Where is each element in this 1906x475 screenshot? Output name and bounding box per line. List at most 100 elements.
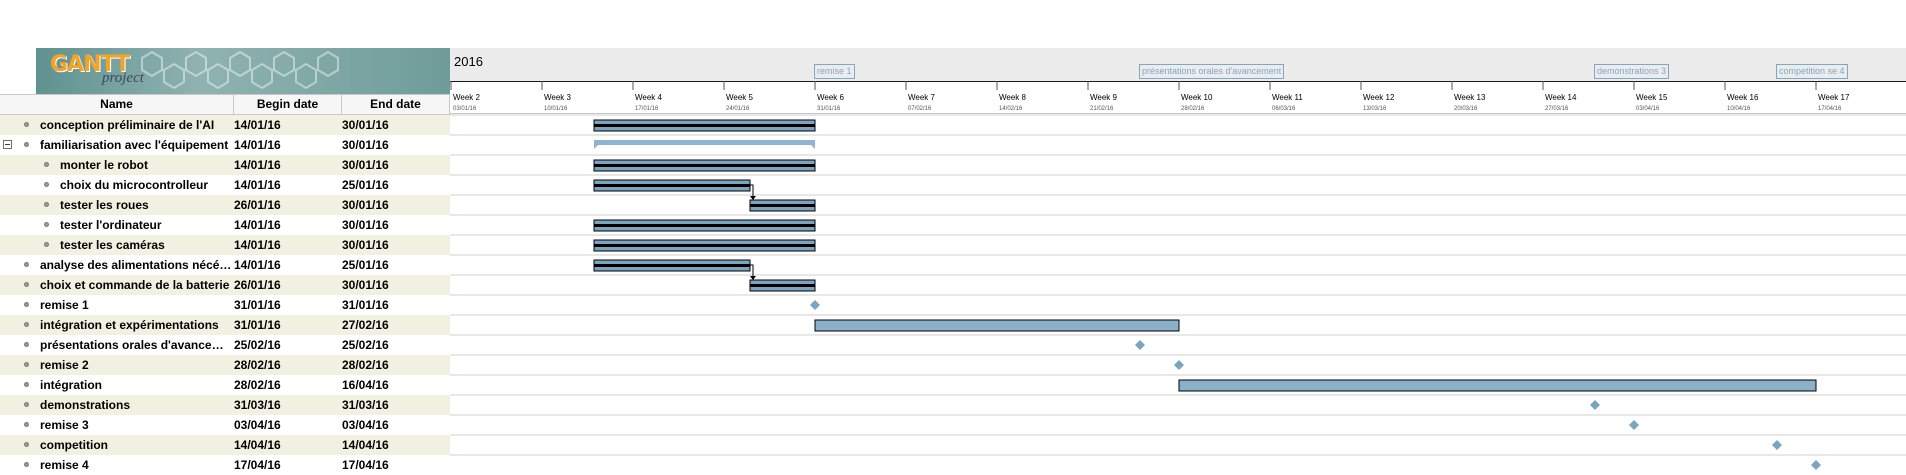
table-row[interactable]: demonstrations 31/03/16 31/03/16 xyxy=(0,395,450,415)
milestone-diamond[interactable] xyxy=(1629,420,1639,430)
task-end-date: 30/01/16 xyxy=(342,278,389,292)
table-row[interactable]: remise 3 03/04/16 03/04/16 xyxy=(0,415,450,435)
task-table: GANTT project Name Begin date End date c… xyxy=(0,48,450,475)
timeline-year-label: 2016 xyxy=(454,54,483,69)
week-label: Week 14 xyxy=(1545,93,1577,102)
table-column-header: Name Begin date End date xyxy=(0,94,450,115)
task-bar[interactable] xyxy=(814,319,1180,332)
gantt-chart: 2016 Week 2 03/01/16 Week 3 10/01/16 Week 4 1… xyxy=(450,48,1906,474)
table-row[interactable]: choix et commande de la batterie 26/01/16… xyxy=(0,275,450,295)
table-row[interactable]: intégration 28/02/16 16/04/16 xyxy=(0,375,450,395)
task-name: tester l'ordinateur xyxy=(60,218,162,232)
task-bullet-icon xyxy=(24,402,29,407)
task-begin-date: 14/04/16 xyxy=(234,438,281,452)
logo-subtitle: project xyxy=(102,70,144,86)
milestone-diamond[interactable] xyxy=(1135,340,1145,350)
table-row[interactable]: familiarisation avec l'équipement 14/01/1… xyxy=(0,135,450,155)
week-date-label: 31/01/16 xyxy=(817,106,841,112)
task-end-date: 03/04/16 xyxy=(342,418,389,432)
task-name: remise 3 xyxy=(40,418,89,432)
task-end-date: 25/02/16 xyxy=(342,338,389,352)
task-bullet-icon xyxy=(24,422,29,427)
column-header-begin-date[interactable]: Begin date xyxy=(234,95,342,114)
task-begin-date: 03/04/16 xyxy=(234,418,281,432)
task-bullet-icon xyxy=(44,242,49,247)
task-bar-progress xyxy=(594,164,815,167)
task-bullet-icon xyxy=(24,122,29,127)
milestone-tag: demonstrations 3 xyxy=(1594,64,1670,79)
milestone-diamond[interactable] xyxy=(810,300,820,310)
column-header-name[interactable]: Name xyxy=(0,95,234,114)
task-bar-progress xyxy=(594,224,815,227)
task-name: conception préliminaire de l'AI xyxy=(40,118,215,132)
milestone-tag: competition se 4 xyxy=(1776,64,1848,79)
task-bullet-icon xyxy=(44,222,49,227)
task-begin-date: 26/01/16 xyxy=(234,278,281,292)
table-row[interactable]: tester l'ordinateur 14/01/16 30/01/16 xyxy=(0,215,450,235)
task-bullet-icon xyxy=(24,462,29,467)
ganttproject-logo: GANTT project xyxy=(36,48,450,94)
milestone-diamond[interactable] xyxy=(1772,440,1782,450)
week-date-label: 20/03/16 xyxy=(1454,106,1478,112)
task-end-date: 14/04/16 xyxy=(342,438,389,452)
table-row[interactable]: remise 1 31/01/16 31/01/16 xyxy=(0,295,450,315)
table-row[interactable]: remise 2 28/02/16 28/02/16 xyxy=(0,355,450,375)
task-bullet-icon xyxy=(24,442,29,447)
dependency-arrowhead-icon xyxy=(750,196,756,200)
task-name: intégration et expérimentations xyxy=(40,318,219,332)
logo-wordmark: GANTT xyxy=(50,52,130,77)
task-bar-progress xyxy=(750,204,815,207)
table-row[interactable]: remise 4 17/04/16 17/04/16 xyxy=(0,455,450,475)
table-row[interactable]: présentations orales d'avanceme... 25/02/… xyxy=(0,335,450,355)
table-row[interactable]: competition 14/04/16 14/04/16 xyxy=(0,435,450,455)
week-label: Week 15 xyxy=(1636,93,1668,102)
task-bullet-icon xyxy=(44,202,49,207)
collapse-toggle-icon[interactable] xyxy=(3,140,12,149)
week-date-label: 17/01/16 xyxy=(635,106,659,112)
table-row[interactable]: analyse des alimentations nécéss... 14/01… xyxy=(0,255,450,275)
summary-bar[interactable] xyxy=(594,140,815,149)
task-end-date: 30/01/16 xyxy=(342,158,389,172)
week-date-label: 14/02/16 xyxy=(999,106,1023,112)
task-name: choix du microcontrolleur xyxy=(60,178,209,192)
week-label: Week 2 xyxy=(453,93,481,102)
task-begin-date: 14/01/16 xyxy=(234,158,281,172)
task-end-date: 30/01/16 xyxy=(342,218,389,232)
week-date-label: 07/02/16 xyxy=(908,106,932,112)
week-label: Week 13 xyxy=(1454,93,1486,102)
week-label: Week 7 xyxy=(908,93,936,102)
dependency-arrowhead-icon xyxy=(750,276,756,280)
week-date-label: 03/01/16 xyxy=(453,106,477,112)
week-label: Week 8 xyxy=(999,93,1027,102)
table-row[interactable]: intégration et expérimentations 31/01/16 2… xyxy=(0,315,450,335)
task-end-date: 30/01/16 xyxy=(342,238,389,252)
table-row[interactable]: conception préliminaire de l'AI 14/01/16 3… xyxy=(0,115,450,135)
week-date-label: 24/01/16 xyxy=(726,106,750,112)
task-name: présentations orales d'avanceme... xyxy=(40,338,234,352)
table-row[interactable]: tester les caméras 14/01/16 30/01/16 xyxy=(0,235,450,255)
table-row[interactable]: monter le robot 14/01/16 30/01/16 xyxy=(0,155,450,175)
task-name: competition xyxy=(40,438,108,452)
gantt-chart-canvas[interactable]: Week 2 03/01/16 Week 3 10/01/16 Week 4 17/01/… xyxy=(450,48,1906,474)
week-label: Week 10 xyxy=(1181,93,1213,102)
task-begin-date: 14/01/16 xyxy=(234,118,281,132)
milestone-diamond[interactable] xyxy=(1811,460,1821,470)
task-end-date: 16/04/16 xyxy=(342,378,389,392)
task-begin-date: 14/01/16 xyxy=(234,258,281,272)
week-date-label: 17/04/16 xyxy=(1818,106,1842,112)
table-row[interactable]: tester les roues 26/01/16 30/01/16 xyxy=(0,195,450,215)
task-name: monter le robot xyxy=(60,158,149,172)
week-label: Week 17 xyxy=(1818,93,1850,102)
column-header-end-date[interactable]: End date xyxy=(342,95,450,114)
task-end-date: 25/01/16 xyxy=(342,178,389,192)
task-bar[interactable] xyxy=(1178,379,1817,392)
milestone-diamond[interactable] xyxy=(1590,400,1600,410)
week-label: Week 11 xyxy=(1272,93,1303,102)
milestone-diamond[interactable] xyxy=(1174,360,1184,370)
table-row[interactable]: choix du microcontrolleur 14/01/16 25/01/1… xyxy=(0,175,450,195)
task-begin-date: 25/02/16 xyxy=(234,338,281,352)
task-begin-date: 26/01/16 xyxy=(234,198,281,212)
task-bullet-icon xyxy=(44,182,49,187)
task-bar-progress xyxy=(750,284,815,287)
